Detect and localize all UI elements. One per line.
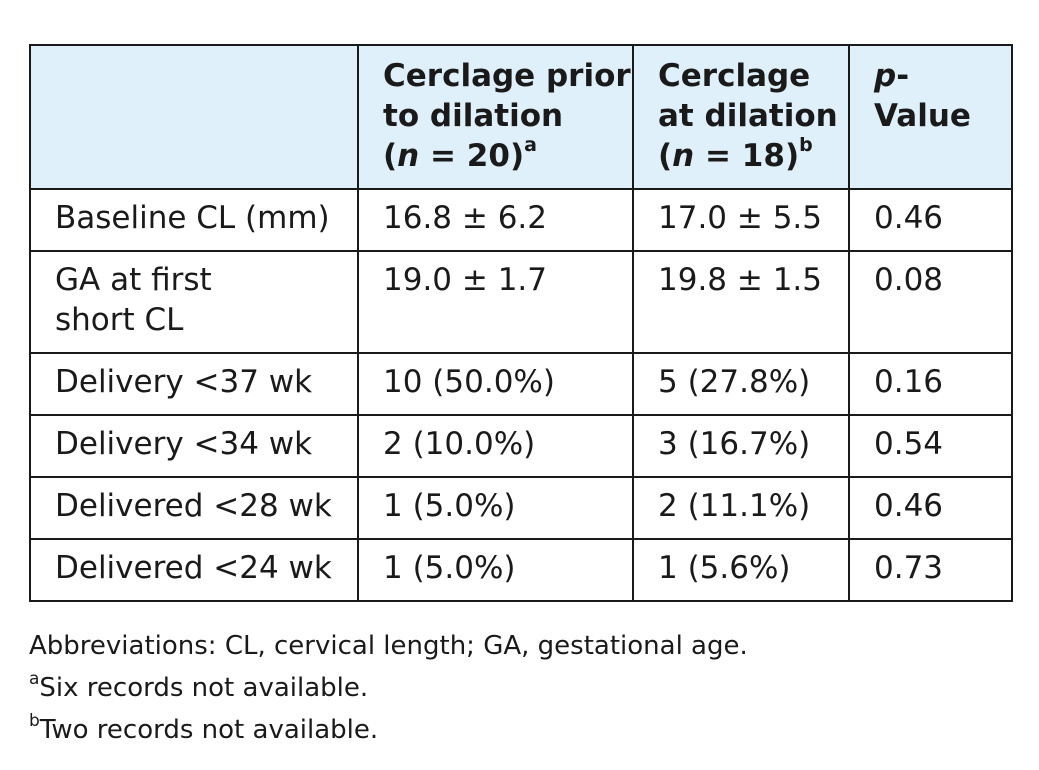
row-label-cell: Delivered <28 wk <box>29 476 359 540</box>
table-row: Delivery <37 wk 10 (50.0%) 5 (27.8%) 0.16 <box>29 352 1013 416</box>
table-header: Cerclage prior to dilation (n = 20)a Cer… <box>29 44 1013 190</box>
header-prior-line-1: Cerclage prior <box>383 58 631 94</box>
pvalue-cell: 0.54 <box>848 414 1013 478</box>
pvalue-cell: 0.73 <box>848 538 1013 602</box>
header-row: Cerclage prior to dilation (n = 20)a Cer… <box>29 44 1013 190</box>
table-row: GA at first short CL 19.0 ± 1.7 19.8 ± 1.5 0… <box>29 250 1013 354</box>
pvalue-cell: 0.46 <box>848 476 1013 540</box>
pvalue-label: -Value <box>874 58 971 134</box>
n-value: = 18) <box>694 138 800 174</box>
footnote-b-marker: b <box>29 711 40 732</box>
row-label: Delivery <34 wk <box>55 426 313 462</box>
prior-value-cell: 1 (5.0%) <box>357 538 634 602</box>
comparison-table: Cerclage prior to dilation (n = 20)a Cer… <box>29 44 1013 602</box>
row-label-cell: Delivered <24 wk <box>29 538 359 602</box>
header-cell-at: Cerclage at dilation (n = 18)b <box>632 44 850 190</box>
row-label-cell: GA at first short CL <box>29 250 359 354</box>
table-row: Delivered <24 wk 1 (5.0%) 1 (5.6%) 0.73 <box>29 538 1013 602</box>
row-label: Delivered <28 wk <box>55 488 332 524</box>
footnote-b-text: Two records not available. <box>39 715 379 745</box>
row-label: short CL <box>55 302 184 338</box>
pvalue-cell: 0.08 <box>848 250 1013 354</box>
header-at-n: (n = 18)b <box>658 133 813 174</box>
at-value-cell: 2 (11.1%) <box>632 476 850 540</box>
pvalue-cell: 0.16 <box>848 352 1013 416</box>
at-value-cell: 19.8 ± 1.5 <box>632 250 850 354</box>
header-at-line-1: Cerclage <box>658 58 811 94</box>
p-symbol: p <box>874 58 897 94</box>
n-value: = 20) <box>419 138 525 174</box>
footnote-marker-a: a <box>524 133 537 156</box>
pvalue-cell: 0.46 <box>848 188 1013 252</box>
prior-value-cell: 19.0 ± 1.7 <box>357 250 634 354</box>
prior-value-cell: 10 (50.0%) <box>357 352 634 416</box>
table-row: Baseline CL (mm) 16.8 ± 6.2 17.0 ± 5.5 0.46 <box>29 188 1013 252</box>
header-cell-prior: Cerclage prior to dilation (n = 20)a <box>357 44 634 190</box>
n-symbol: n <box>397 138 420 174</box>
footnote-b: bTwo records not available. <box>29 709 748 751</box>
header-prior-line-2: to dilation <box>383 98 564 134</box>
table-row: Delivered <28 wk 1 (5.0%) 2 (11.1%) 0.46 <box>29 476 1013 540</box>
row-label-cell: Delivery <37 wk <box>29 352 359 416</box>
prior-value-cell: 1 (5.0%) <box>357 476 634 540</box>
table-notes: Abbreviations: CL, cervical length; GA, … <box>29 625 748 751</box>
row-label: GA at first <box>55 262 212 298</box>
at-value-cell: 5 (27.8%) <box>632 352 850 416</box>
row-label-cell: Delivery <34 wk <box>29 414 359 478</box>
row-label: Baseline CL (mm) <box>55 200 330 236</box>
header-at-line-2: at dilation <box>658 98 838 134</box>
footnote-marker-b: b <box>799 133 813 156</box>
table-row: Delivery <34 wk 2 (10.0%) 3 (16.7%) 0.54 <box>29 414 1013 478</box>
footnote-a-text: Six records not available. <box>39 673 369 703</box>
at-value-cell: 1 (5.6%) <box>632 538 850 602</box>
row-label: Delivery <37 wk <box>55 364 313 400</box>
n-symbol: n <box>672 138 695 174</box>
header-cell-empty <box>29 44 359 190</box>
at-value-cell: 3 (16.7%) <box>632 414 850 478</box>
prior-value-cell: 16.8 ± 6.2 <box>357 188 634 252</box>
header-cell-pvalue: p-Value <box>848 44 1013 190</box>
footnote-a-marker: a <box>29 669 40 690</box>
row-label-cell: Baseline CL (mm) <box>29 188 359 252</box>
row-label: Delivered <24 wk <box>55 550 332 586</box>
at-value-cell: 17.0 ± 5.5 <box>632 188 850 252</box>
header-prior-n: (n = 20)a <box>383 133 537 174</box>
prior-value-cell: 2 (10.0%) <box>357 414 634 478</box>
abbreviations-note: Abbreviations: CL, cervical length; GA, … <box>29 631 748 661</box>
table-body: Baseline CL (mm) 16.8 ± 6.2 17.0 ± 5.5 0.46… <box>29 188 1013 602</box>
footnote-a: aSix records not available. <box>29 667 748 709</box>
